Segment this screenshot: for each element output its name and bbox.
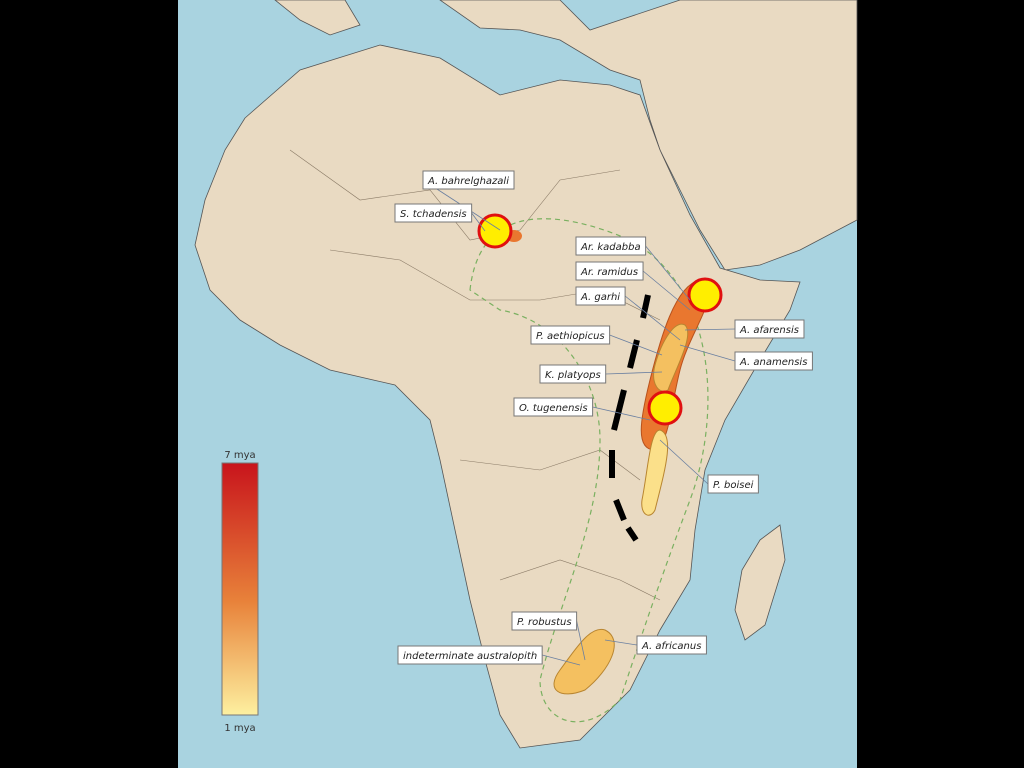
land: [194, 0, 858, 749]
leader-line: [609, 334, 663, 356]
leader-line: [604, 639, 638, 646]
site-label: A. anamensis: [739, 357, 807, 368]
rift-line: [609, 294, 651, 542]
leader-line: [684, 328, 736, 331]
leader-line: [592, 406, 651, 421]
label-box: [394, 203, 473, 223]
leader-line: [471, 212, 486, 232]
site-label: K. platyops: [545, 370, 601, 381]
label-box: [397, 645, 543, 665]
site-label: A. garhi: [580, 292, 620, 303]
legend-bottom: 1 mya: [224, 723, 255, 734]
range-young: [641, 429, 669, 516]
markers: [477, 213, 723, 426]
range-mid: [653, 323, 689, 392]
label-box: [422, 170, 515, 190]
range-south: [553, 628, 615, 695]
site-label: Ar. kadabba: [580, 242, 641, 253]
label-box: [734, 319, 805, 339]
leader-line: [605, 371, 663, 375]
leader-line: [642, 270, 691, 311]
leader-line: [659, 439, 709, 485]
label-box: [539, 364, 607, 384]
label-box: [513, 397, 594, 417]
label-box: [734, 351, 813, 371]
leader-line: [624, 295, 681, 341]
site-label: P. aethiopicus: [536, 331, 605, 342]
leader-line: [679, 344, 736, 362]
site-label: S. tchadensis: [400, 209, 467, 220]
site-label: Ar. ramidus: [580, 267, 638, 278]
site-label: O. tugenensis: [519, 403, 588, 414]
label-box: [530, 325, 611, 345]
leader-line: [645, 245, 691, 301]
site-label: P. boisei: [713, 480, 754, 491]
age-scale: [221, 462, 259, 716]
legend-top: 7 mya: [224, 450, 255, 461]
label-box: [575, 261, 644, 281]
label-box: [707, 474, 759, 494]
site-label: P. robustus: [517, 617, 572, 628]
leader-line: [576, 620, 586, 661]
site-label: A. africanus: [641, 641, 701, 652]
range-outline: [469, 218, 709, 723]
site-label: A. afarensis: [739, 325, 799, 336]
label-box: [636, 635, 707, 655]
site-label: A. bahrelghazali: [427, 176, 509, 187]
leader-line: [542, 654, 581, 666]
label-box: [575, 236, 647, 256]
site-label: indeterminate australopith: [403, 651, 537, 662]
labels: A. bahrelghazali S. tchadensis Ar. kadabba…: [394, 170, 813, 666]
label-box: [575, 286, 626, 306]
label-box: [511, 611, 578, 631]
